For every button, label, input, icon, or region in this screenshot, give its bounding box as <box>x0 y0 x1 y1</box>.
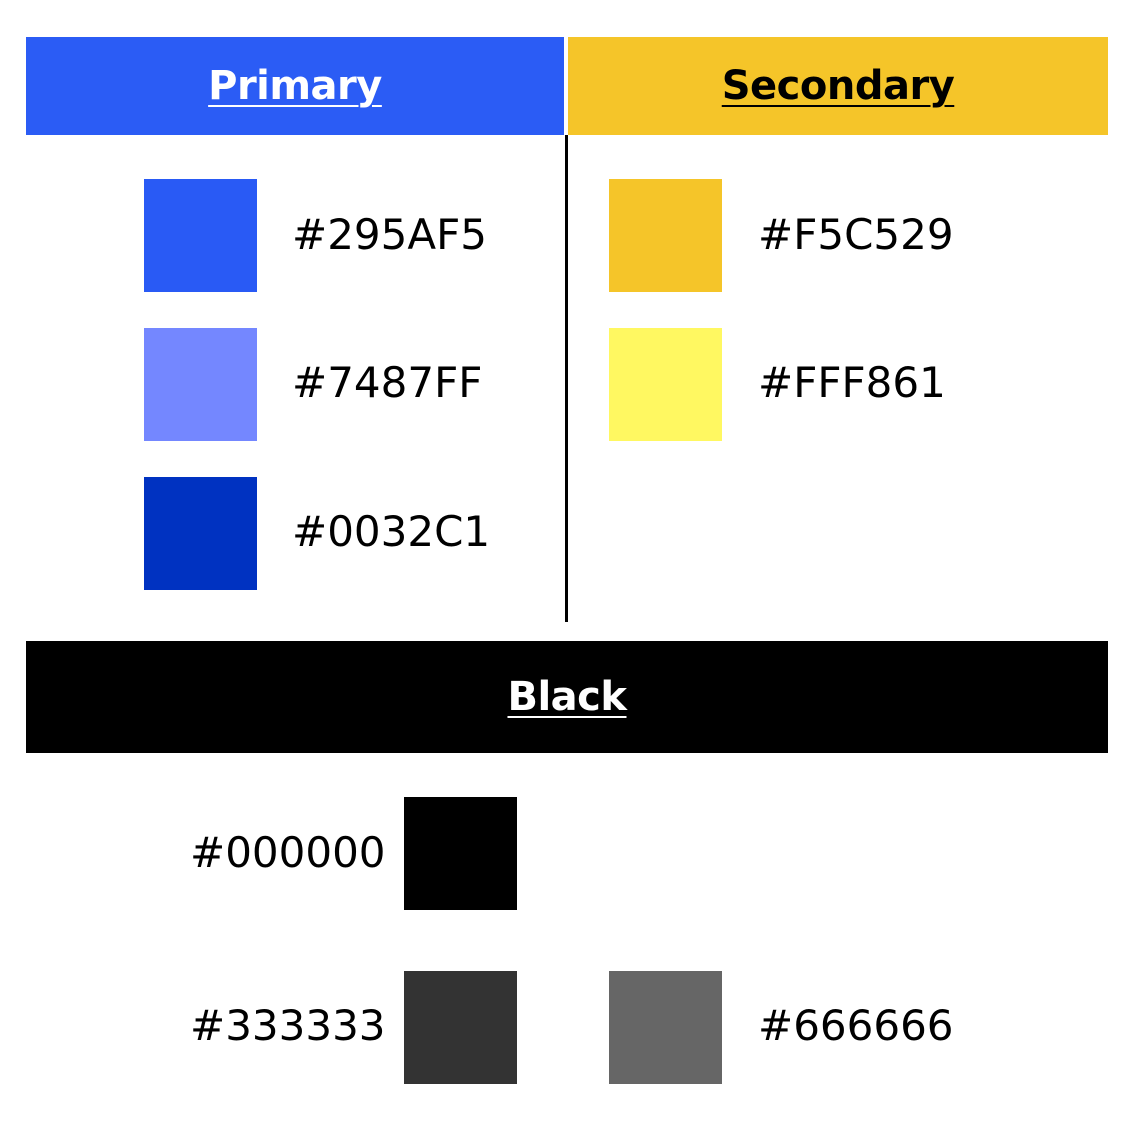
secondary-hex-1: #F5C529 <box>758 210 954 259</box>
primary-hex-1: #295AF5 <box>292 210 487 259</box>
black-swatch-1 <box>404 797 517 910</box>
black-hex-1: #000000 <box>190 828 386 877</box>
secondary-hex-2: #FFF861 <box>758 358 946 407</box>
black-header-label: Black <box>507 674 627 720</box>
primary-hex-2: #7487FF <box>292 358 483 407</box>
primary-swatch-1 <box>144 179 257 292</box>
black-swatch-3 <box>609 971 722 1084</box>
secondary-swatch-2 <box>609 328 722 441</box>
black-hex-3: #666666 <box>758 1001 954 1050</box>
black-hex-2: #333333 <box>190 1001 386 1050</box>
primary-hex-3: #0032C1 <box>292 507 491 556</box>
column-divider <box>565 135 568 622</box>
secondary-header: Secondary <box>568 37 1108 135</box>
secondary-header-label: Secondary <box>721 63 955 109</box>
secondary-swatch-1 <box>609 179 722 292</box>
black-header: Black <box>26 641 1108 753</box>
black-swatch-2 <box>404 971 517 1084</box>
primary-header-label: Primary <box>208 63 382 109</box>
primary-swatch-3 <box>144 477 257 590</box>
primary-swatch-2 <box>144 328 257 441</box>
primary-header: Primary <box>26 37 564 135</box>
